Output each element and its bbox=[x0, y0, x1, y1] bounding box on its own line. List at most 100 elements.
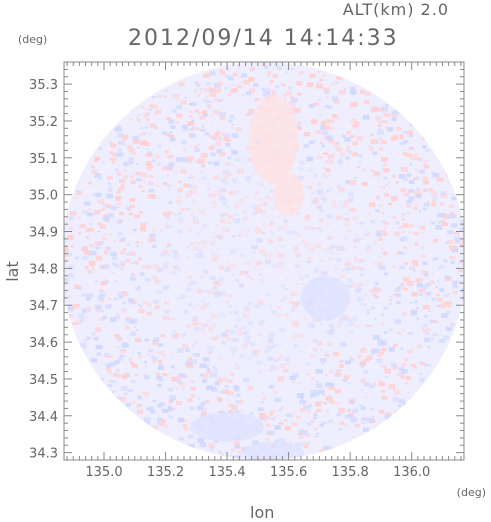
speckle-cell bbox=[322, 124, 330, 130]
speckle-cell bbox=[438, 338, 445, 343]
speckle-cell bbox=[380, 185, 385, 189]
speckle-cell bbox=[231, 133, 239, 138]
speckle-cell bbox=[329, 187, 333, 189]
speckle-cell bbox=[440, 193, 448, 199]
speckle-cell bbox=[197, 143, 201, 146]
speckle-cell bbox=[176, 348, 184, 353]
speckle-cell bbox=[423, 164, 430, 169]
speckle-cell bbox=[330, 251, 335, 255]
speckle-cell bbox=[251, 352, 259, 358]
speckle-cell bbox=[345, 180, 351, 184]
speckle-cell bbox=[304, 345, 308, 347]
speckle-cell bbox=[80, 342, 87, 347]
speckle-cell bbox=[377, 354, 382, 357]
speckle-cell bbox=[278, 363, 286, 369]
speckle-cell bbox=[235, 318, 242, 323]
speckle-cell bbox=[308, 103, 315, 108]
speckle-cell bbox=[306, 362, 311, 366]
speckle-cell bbox=[180, 100, 187, 105]
speckle-cell bbox=[201, 342, 204, 345]
speckle-cell bbox=[187, 159, 193, 163]
speckle-cell bbox=[325, 168, 331, 172]
speckle-cell bbox=[364, 383, 367, 385]
speckle-cell bbox=[229, 114, 235, 119]
speckle-cell bbox=[365, 279, 369, 283]
speckle-cell bbox=[296, 233, 302, 238]
speckle-cell bbox=[81, 247, 88, 252]
speckle-cell bbox=[119, 294, 125, 299]
speckle-cell bbox=[139, 305, 143, 308]
speckle-cell bbox=[127, 161, 133, 165]
speckle-cell bbox=[381, 220, 386, 223]
speckle-cell bbox=[345, 262, 349, 265]
speckle-cell bbox=[228, 119, 233, 123]
speckle-cell bbox=[361, 406, 366, 410]
speckle-cell bbox=[436, 212, 444, 218]
speckle-cell bbox=[265, 91, 271, 95]
speckle-cell bbox=[109, 185, 113, 188]
speckle-cell bbox=[177, 417, 185, 423]
speckle-cell bbox=[333, 267, 339, 271]
speckle-cell bbox=[234, 444, 240, 449]
speckle-cell bbox=[264, 415, 270, 420]
speckle-cell bbox=[396, 252, 400, 255]
speckle-cell bbox=[152, 340, 159, 346]
speckle-cell bbox=[320, 121, 326, 125]
speckle-cell bbox=[99, 292, 106, 297]
speckle-cell bbox=[368, 325, 373, 328]
speckle-cell bbox=[196, 231, 200, 235]
speckle-cell bbox=[137, 394, 142, 398]
speckle-cell bbox=[362, 427, 370, 432]
speckle-cell bbox=[326, 342, 331, 345]
speckle-cell bbox=[298, 159, 304, 163]
speckle-cell bbox=[444, 275, 450, 280]
speckle-cell bbox=[94, 280, 98, 283]
speckle-cell bbox=[452, 290, 459, 295]
speckle-cell bbox=[345, 284, 350, 288]
speckle-cell bbox=[222, 174, 230, 180]
speckle-cell bbox=[420, 361, 427, 366]
speckle-cell bbox=[176, 113, 183, 118]
speckle-cell bbox=[393, 111, 397, 114]
speckle-cell bbox=[105, 355, 110, 358]
speckle-cell bbox=[366, 355, 373, 360]
speckle-cell bbox=[316, 182, 322, 186]
speckle-cell bbox=[236, 84, 242, 89]
y-tick-label: 34.5 bbox=[29, 373, 58, 388]
speckle-cell bbox=[143, 375, 150, 380]
speckle-cell bbox=[250, 278, 254, 281]
speckle-cell bbox=[423, 337, 431, 343]
speckle-cell bbox=[347, 192, 354, 197]
speckle-cell bbox=[205, 400, 210, 404]
speckle-cell bbox=[227, 156, 232, 160]
speckle-cell bbox=[116, 369, 120, 372]
speckle-cell bbox=[356, 222, 359, 225]
speckle-cell bbox=[190, 387, 196, 391]
speckle-cell bbox=[403, 177, 409, 181]
speckle-cell bbox=[449, 245, 456, 251]
speckle-cell bbox=[266, 356, 273, 360]
speckle-cell bbox=[68, 295, 72, 298]
speckle-cell bbox=[221, 226, 229, 232]
speckle-cell bbox=[344, 267, 350, 271]
speckle-cell bbox=[253, 303, 261, 309]
speckle-cell bbox=[84, 339, 87, 341]
speckle-cell bbox=[70, 211, 77, 216]
speckle-cell bbox=[321, 421, 325, 425]
speckle-cell bbox=[156, 289, 164, 295]
speckle-cell bbox=[450, 261, 455, 264]
speckle-cell bbox=[303, 144, 310, 149]
speckle-cell bbox=[191, 359, 198, 364]
speckle-cell bbox=[175, 199, 182, 204]
speckle-cell bbox=[95, 308, 101, 313]
speckle-cell bbox=[202, 379, 208, 383]
speckle-cell bbox=[376, 229, 382, 234]
speckle-cell bbox=[197, 437, 205, 443]
speckle-cell bbox=[186, 363, 193, 369]
speckle-cell bbox=[135, 171, 141, 176]
speckle-cell bbox=[190, 190, 196, 195]
speckle-cell bbox=[319, 209, 324, 213]
speckle-cell bbox=[422, 145, 427, 149]
speckle-cell bbox=[135, 329, 139, 332]
speckle-cell bbox=[208, 350, 214, 354]
